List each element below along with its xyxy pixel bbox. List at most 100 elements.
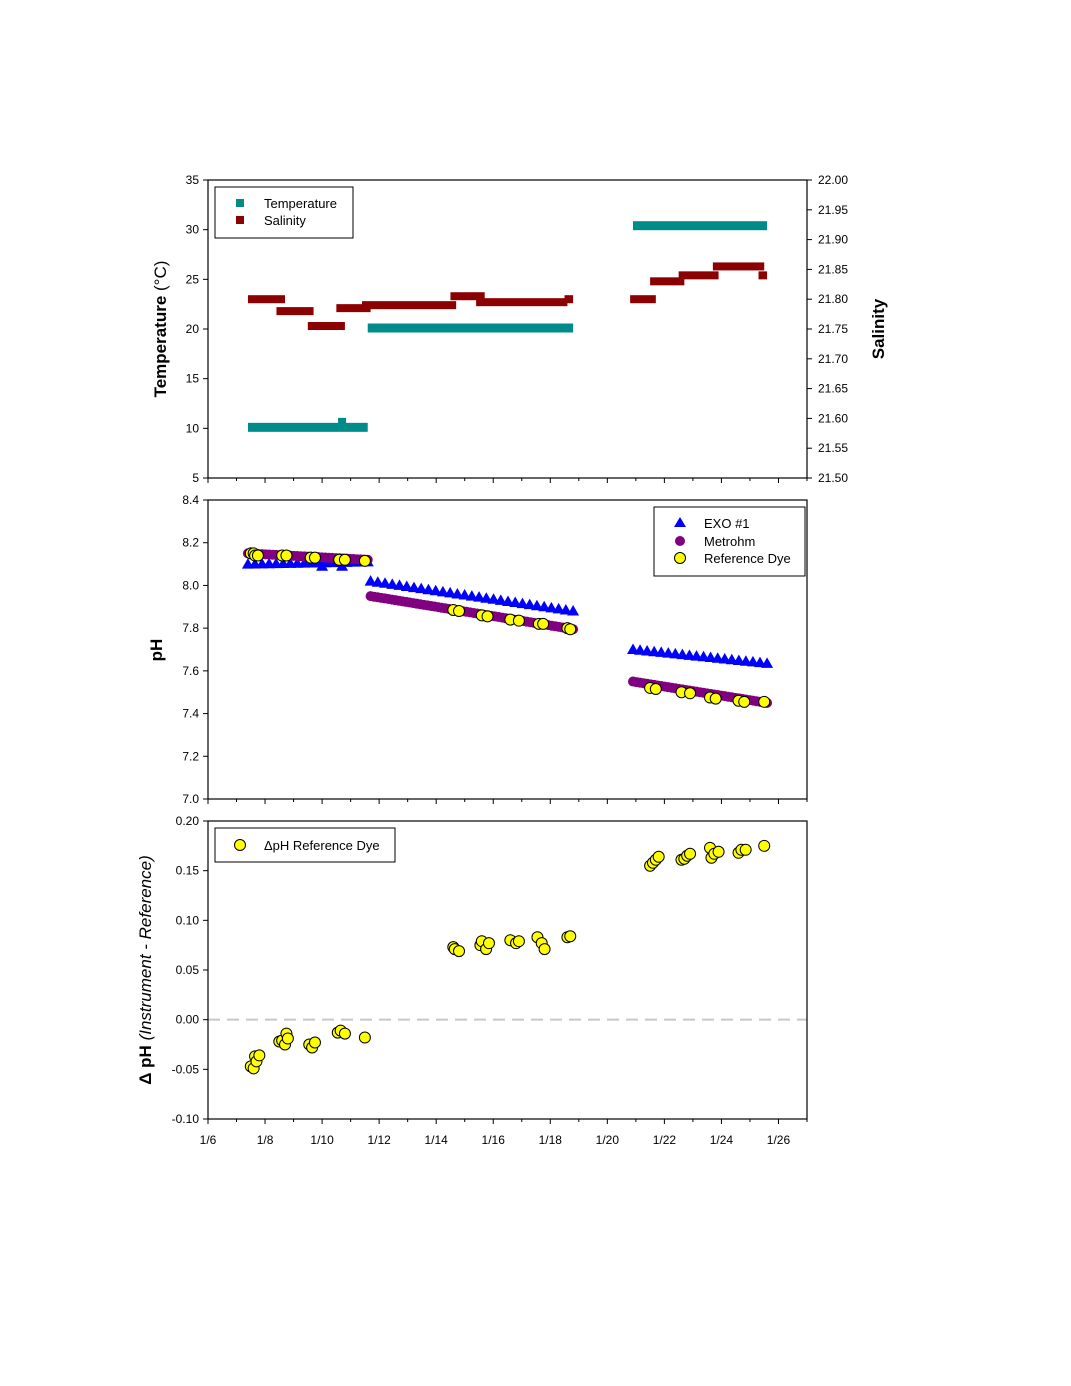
y-tick-label: 0.00 <box>176 1013 200 1027</box>
y-tick-label: 8.4 <box>182 493 199 507</box>
y-tick-label: 15 <box>186 372 200 386</box>
y2-tick-label: 21.90 <box>818 233 848 247</box>
y2-tick-label: 21.70 <box>818 352 848 366</box>
delta-ph-point <box>712 845 725 858</box>
salinity-marks <box>678 271 719 280</box>
temperature-marks <box>247 422 368 432</box>
delta-ph-panel: -0.10 -0.05 0.00 0.05 0.10 0.15 0.20 1/6 1/8 1/10… <box>136 814 808 1147</box>
reference-dye-point <box>512 614 525 627</box>
y2-tick-label: 22.00 <box>818 173 848 187</box>
salinity-marks <box>758 271 768 280</box>
delta-ph-point <box>564 930 577 943</box>
y-tick-label: 7.0 <box>182 792 199 806</box>
exo-point <box>567 605 580 616</box>
y2-tick-label: 21.95 <box>818 203 848 217</box>
salinity-marks <box>712 262 765 271</box>
x-tick-label: 1/26 <box>767 1133 791 1147</box>
y-tick-label: 8.0 <box>182 578 199 592</box>
delta-dye-legend-marker <box>234 839 246 851</box>
x-tick-label: 1/16 <box>482 1133 506 1147</box>
temperature-legend-label: Temperature <box>264 196 337 211</box>
y2-tick-label: 21.55 <box>818 441 848 455</box>
salinity-marks <box>247 295 286 304</box>
exo-point <box>451 587 464 599</box>
temperature-axis-label: Temperature (°C) <box>151 261 170 398</box>
exo-point <box>552 602 565 614</box>
y2-tick-label: 21.65 <box>818 382 848 396</box>
reference-dye-point <box>709 692 722 705</box>
y-tick-label: 0.10 <box>176 913 200 927</box>
ph-axis-label: pH <box>147 639 166 662</box>
delta-dye-legend-label: ΔpH Reference Dye <box>264 838 380 853</box>
reference-dye-point <box>481 610 494 623</box>
salinity-marks <box>630 295 656 304</box>
delta-ph-point <box>338 1027 351 1040</box>
exo-point <box>364 575 377 586</box>
y2-tick-label: 21.50 <box>818 471 848 485</box>
exo-point <box>444 586 457 598</box>
reference-dye-point <box>251 549 264 562</box>
reference-dye-point <box>758 695 771 708</box>
plot-frame <box>207 820 808 1120</box>
x-tick-label: 1/20 <box>596 1133 620 1147</box>
delta-ph-point <box>482 937 495 950</box>
salinity-marks <box>476 298 568 307</box>
salinity-legend-label: Salinity <box>264 213 306 228</box>
y-tick-label: 7.8 <box>182 621 199 635</box>
delta-ph-point <box>358 1031 371 1044</box>
y-tick-label: 5 <box>192 471 199 485</box>
temperature-point <box>338 417 347 427</box>
exo-point <box>371 576 384 587</box>
y-tick-label: 7.6 <box>182 664 199 678</box>
delta-ph-point <box>253 1049 266 1062</box>
y-tick-label: 20 <box>186 322 200 336</box>
y-tick-label: 0.15 <box>176 864 200 878</box>
exo-point <box>429 584 442 596</box>
reference-dye-point <box>738 695 751 708</box>
metrohm-legend-marker <box>675 536 685 546</box>
reference-dye-point <box>649 683 662 696</box>
exo-point <box>494 594 507 605</box>
y2-tick-label: 21.75 <box>818 322 848 336</box>
temperature-legend-marker <box>236 199 244 207</box>
delta-ph-point <box>739 843 752 856</box>
salinity-legend-marker <box>236 216 244 224</box>
exo-point <box>559 603 572 615</box>
dye-legend-label: Reference Dye <box>704 551 791 566</box>
exo-point <box>502 595 515 606</box>
exo-point <box>473 591 486 602</box>
exo-point <box>458 589 471 600</box>
delta-ph-point <box>538 943 551 956</box>
exo-point <box>393 579 406 590</box>
salinity-axis-label: Salinity <box>869 298 888 359</box>
y2-tick-label: 21.85 <box>818 262 848 276</box>
exo-point <box>487 593 500 604</box>
reference-dye-point <box>308 551 321 564</box>
exo-point <box>538 600 551 612</box>
exo-point <box>422 583 435 595</box>
reference-dye-point <box>338 553 351 566</box>
x-tick-label: 1/18 <box>539 1133 563 1147</box>
exo-point <box>379 577 392 588</box>
delta-ph-point <box>512 935 525 948</box>
delta-ph-point <box>281 1032 294 1045</box>
exo-point <box>761 657 774 668</box>
y2-tick-label: 21.80 <box>818 292 848 306</box>
exo-point <box>415 582 428 594</box>
salinity-marks <box>336 304 371 313</box>
y-tick-label: 8.2 <box>182 536 199 550</box>
y2-tick-label: 21.60 <box>818 411 848 425</box>
exo-point <box>516 597 529 609</box>
legend: EXO #1 Metrohm Reference Dye <box>653 506 806 577</box>
delta-ph-point <box>758 839 771 852</box>
salinity-marks <box>564 295 574 304</box>
reference-dye-point <box>453 605 466 618</box>
y-tick-label: -0.05 <box>172 1062 200 1076</box>
exo-point <box>545 601 558 613</box>
exo-point <box>523 598 536 610</box>
exo-legend-label: EXO #1 <box>704 516 750 531</box>
salinity-marks <box>650 277 685 286</box>
dye-legend-marker <box>674 552 686 564</box>
temperature-marks <box>633 221 768 231</box>
